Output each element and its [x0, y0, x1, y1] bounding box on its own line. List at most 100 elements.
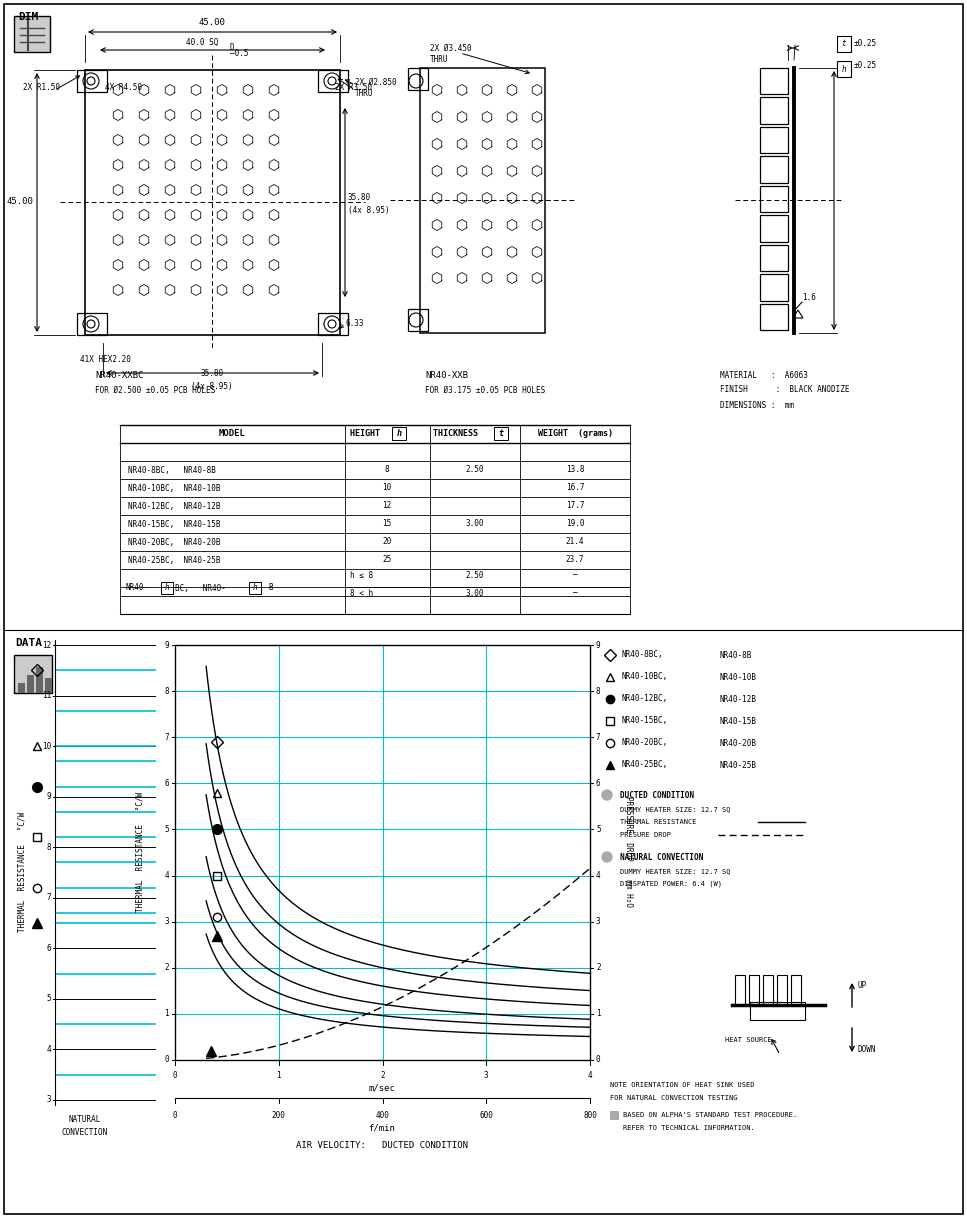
- Bar: [760, 68, 788, 95]
- FancyBboxPatch shape: [494, 428, 508, 440]
- Text: 0: 0: [164, 1056, 169, 1065]
- Text: 35.80: 35.80: [348, 192, 371, 201]
- Text: h: h: [252, 583, 257, 592]
- Bar: [36, 667, 43, 693]
- Text: THERMAL RESISTANCE: THERMAL RESISTANCE: [620, 818, 696, 825]
- Text: 2.50: 2.50: [466, 570, 484, 580]
- Text: 8: 8: [385, 465, 390, 475]
- Bar: [318, 313, 348, 335]
- Text: HEAT SOURCE—: HEAT SOURCE—: [725, 1037, 776, 1043]
- Text: NR40-12BC,  NR40-12B: NR40-12BC, NR40-12B: [128, 502, 220, 510]
- Text: 8: 8: [164, 687, 169, 695]
- Text: 5: 5: [46, 994, 51, 1004]
- Text: PRESURE DROP: PRESURE DROP: [620, 832, 671, 838]
- Text: (4x 8.95): (4x 8.95): [348, 206, 390, 214]
- Text: 2X R3.50: 2X R3.50: [335, 84, 372, 93]
- Text: UP: UP: [858, 980, 867, 989]
- Text: 20: 20: [382, 537, 392, 547]
- Text: AIR VELOCITY:   DUCTED CONDITION: AIR VELOCITY: DUCTED CONDITION: [296, 1140, 468, 1150]
- Text: 6.33: 6.33: [345, 318, 364, 328]
- Bar: [777, 974, 787, 1005]
- Text: 3.00: 3.00: [466, 588, 484, 598]
- Text: 4: 4: [588, 1071, 593, 1079]
- Text: 800: 800: [583, 1111, 597, 1119]
- Bar: [760, 156, 788, 183]
- Text: D: D: [230, 43, 235, 52]
- Text: THRU: THRU: [430, 56, 449, 65]
- Text: NR40-15BC,  NR40-15B: NR40-15BC, NR40-15B: [128, 520, 220, 529]
- Bar: [175, 646, 590, 1060]
- Text: NR40-25BC,  NR40-25B: NR40-25BC, NR40-25B: [128, 555, 220, 564]
- Bar: [14, 655, 52, 693]
- Text: NR40-12BC,: NR40-12BC,: [622, 694, 668, 704]
- Text: NR40-25B: NR40-25B: [720, 760, 757, 770]
- Text: NR40-15B: NR40-15B: [720, 716, 757, 726]
- Text: 2X R1.50: 2X R1.50: [23, 84, 60, 93]
- Bar: [760, 97, 788, 124]
- Text: h: h: [164, 583, 169, 592]
- Text: 2: 2: [164, 963, 169, 972]
- Text: f/min: f/min: [368, 1123, 396, 1133]
- Text: 6: 6: [164, 778, 169, 788]
- Text: DIMENSIONS :  mm: DIMENSIONS : mm: [720, 401, 794, 409]
- Bar: [27, 675, 34, 693]
- Bar: [77, 313, 107, 335]
- Text: t: t: [499, 430, 504, 438]
- Text: 2: 2: [596, 963, 601, 972]
- Bar: [760, 186, 788, 212]
- Text: 200: 200: [272, 1111, 285, 1119]
- Bar: [749, 974, 759, 1005]
- Text: 10: 10: [382, 484, 392, 492]
- Bar: [760, 274, 788, 301]
- Text: REFER TO TECHNICAL INFORMATION.: REFER TO TECHNICAL INFORMATION.: [623, 1125, 755, 1132]
- Text: 12: 12: [382, 502, 392, 510]
- Text: (4x 8.95): (4x 8.95): [191, 382, 233, 391]
- Circle shape: [602, 790, 612, 800]
- Text: 10: 10: [42, 742, 51, 750]
- Text: PRESSURE  DROP    mm H₂O: PRESSURE DROP mm H₂O: [624, 797, 632, 907]
- Bar: [420, 68, 545, 333]
- Text: 3: 3: [596, 917, 601, 926]
- Text: BASED ON ALPHA'S STANDARD TEST PROCEDURE.: BASED ON ALPHA'S STANDARD TEST PROCEDURE…: [623, 1112, 797, 1118]
- Text: 11: 11: [42, 691, 51, 700]
- Text: 41X HEX2.20: 41X HEX2.20: [80, 356, 131, 364]
- Text: 9: 9: [596, 641, 601, 649]
- Text: NR40-8BC,: NR40-8BC,: [622, 650, 663, 659]
- Circle shape: [602, 853, 612, 862]
- Text: 0: 0: [596, 1056, 601, 1065]
- Text: 40.0 SQ: 40.0 SQ: [186, 38, 219, 48]
- Text: 9: 9: [164, 641, 169, 649]
- Text: DISSPATED POWER: 6.4 (W): DISSPATED POWER: 6.4 (W): [620, 881, 722, 887]
- Text: –: –: [572, 570, 577, 580]
- Text: DOWN: DOWN: [858, 1045, 876, 1055]
- Text: 5: 5: [164, 825, 169, 834]
- Text: NR40-: NR40-: [125, 583, 148, 592]
- FancyBboxPatch shape: [837, 37, 851, 52]
- Text: ±0.25: ±0.25: [854, 61, 877, 69]
- Bar: [77, 69, 107, 93]
- Text: HEIGHT: HEIGHT: [350, 430, 385, 438]
- Text: 17.7: 17.7: [566, 502, 584, 510]
- Text: THERMAL  RESISTANCE   °C/W: THERMAL RESISTANCE °C/W: [135, 792, 144, 912]
- Text: 13.8: 13.8: [566, 465, 584, 475]
- Text: 3: 3: [164, 917, 169, 926]
- Text: 2X Ø2.850: 2X Ø2.850: [355, 78, 396, 86]
- Bar: [760, 245, 788, 272]
- Text: –: –: [572, 588, 577, 598]
- Text: 0: 0: [173, 1071, 177, 1079]
- Text: 1: 1: [277, 1071, 281, 1079]
- Bar: [763, 974, 773, 1005]
- Text: NATURAL CONVECTION: NATURAL CONVECTION: [620, 853, 703, 861]
- Text: THERMAL  RESISTANCE   °C/W: THERMAL RESISTANCE °C/W: [17, 812, 26, 932]
- Text: NR40-10BC,: NR40-10BC,: [622, 672, 668, 682]
- Text: 4: 4: [46, 1045, 51, 1054]
- Text: 12: 12: [42, 641, 51, 649]
- Text: FOR Ø3.175 ±0.05 PCB HOLES: FOR Ø3.175 ±0.05 PCB HOLES: [425, 386, 545, 395]
- Bar: [85, 69, 340, 335]
- Text: 600: 600: [480, 1111, 493, 1119]
- Text: 3: 3: [484, 1071, 488, 1079]
- Bar: [760, 127, 788, 153]
- Text: NR40-20B: NR40-20B: [720, 738, 757, 748]
- Text: 6: 6: [596, 778, 601, 788]
- Text: NOTE ORIENTATION OF HEAT SINK USED: NOTE ORIENTATION OF HEAT SINK USED: [610, 1082, 754, 1088]
